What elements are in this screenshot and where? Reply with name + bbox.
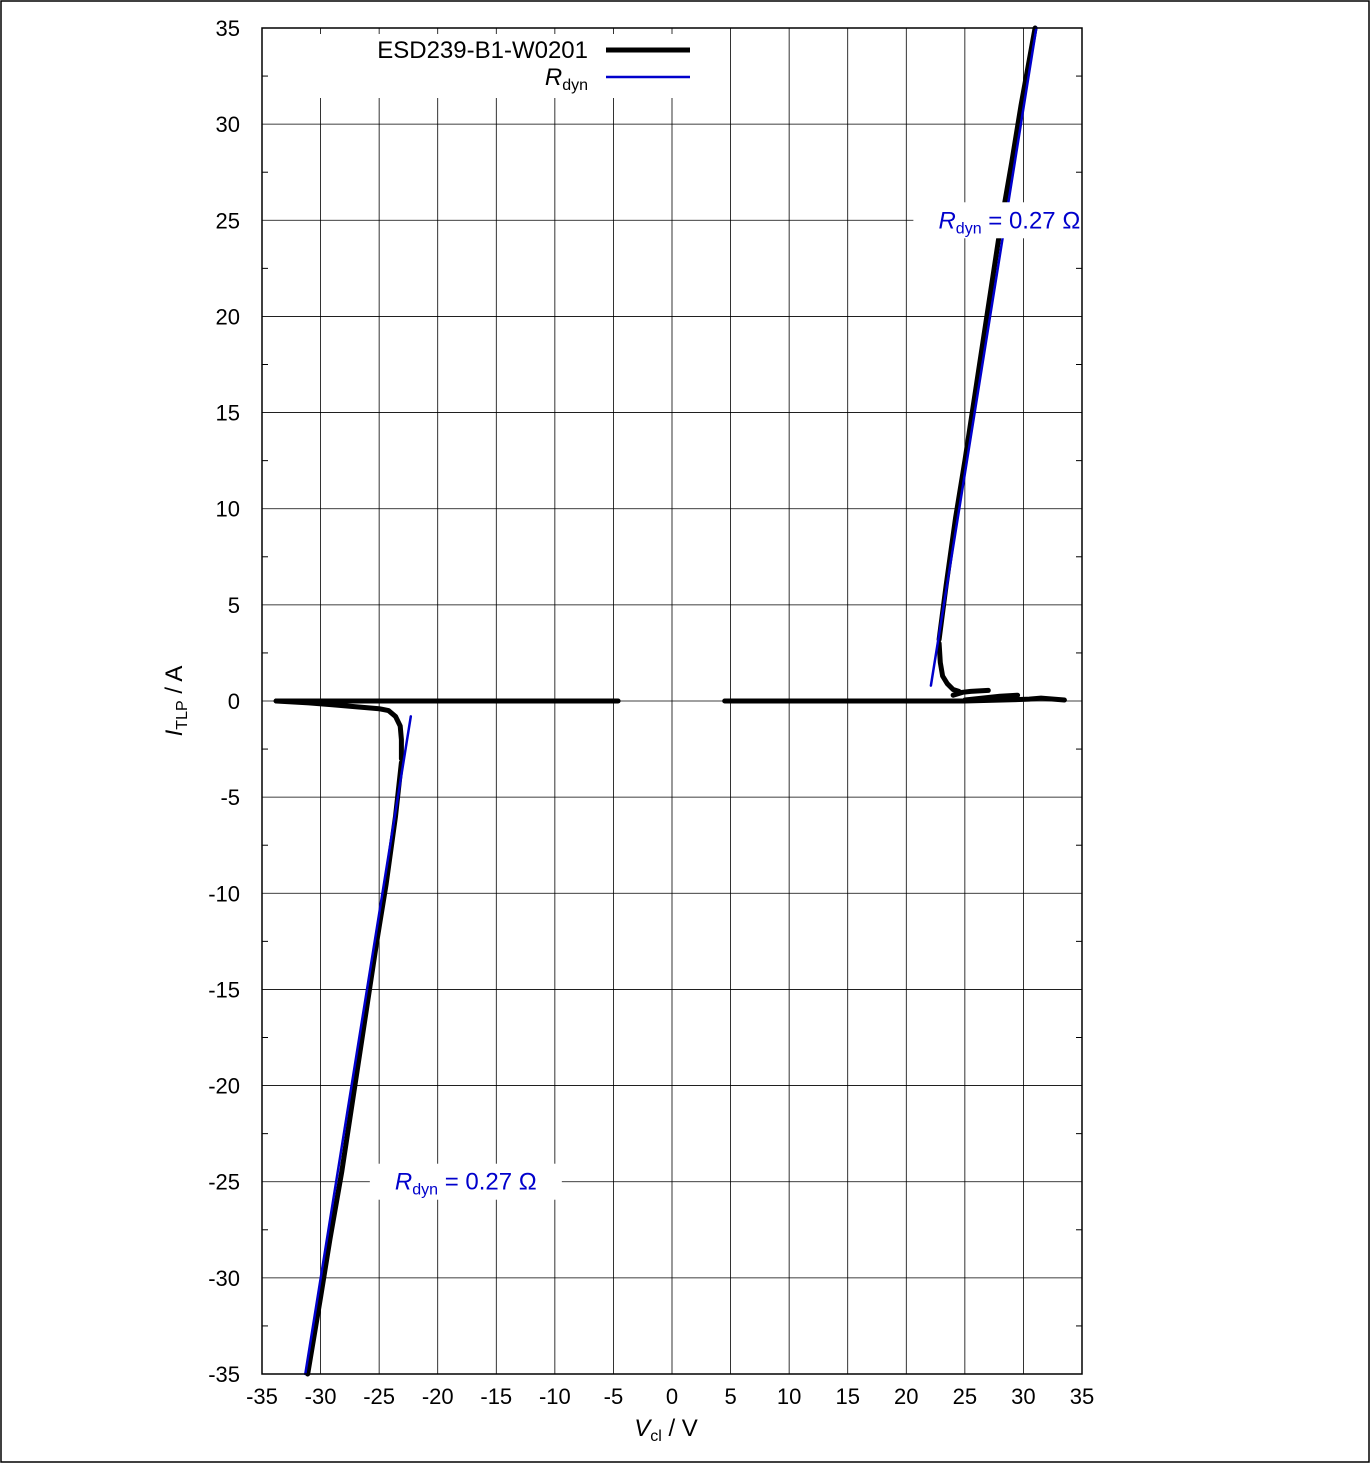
legend-background	[306, 34, 696, 98]
x-tick-label: -20	[422, 1384, 454, 1409]
x-tick-label: -25	[363, 1384, 395, 1409]
x-axis-label-sub: cl	[650, 1428, 662, 1445]
x-tick-label: 0	[666, 1384, 678, 1409]
x-tick-label: 30	[1011, 1384, 1035, 1409]
series-rdyn-fit	[304, 26, 1038, 1376]
y-axis-label: ITLP / A	[161, 666, 191, 737]
y-tick-label: -25	[208, 1170, 240, 1195]
x-tick-label: 35	[1070, 1384, 1094, 1409]
annotation-sub: dyn	[956, 220, 982, 237]
x-tick-label: -35	[246, 1384, 278, 1409]
y-tick-label: 35	[216, 16, 240, 41]
measured-curve-segment	[936, 640, 962, 694]
y-tick-label: 15	[216, 401, 240, 426]
y-tick-label: 30	[216, 112, 240, 137]
rdyn-annotation: Rdyn = 0.27 Ω	[938, 207, 1080, 237]
y-tick-label: 10	[216, 497, 240, 522]
x-axis-label-unit: / V	[662, 1415, 698, 1442]
legend-entry-label: ESD239-B1-W0201	[377, 37, 588, 64]
x-tick-label: -5	[604, 1384, 624, 1409]
annotation-main: R	[395, 1169, 412, 1196]
annotation-value: = 0.27 Ω	[438, 1169, 537, 1196]
annotation-main: R	[938, 207, 955, 234]
tick-labels: -35 -30 -25 -20 -15 -10 -5 0 5 10 15 20 25 30 35 -35 -30…	[208, 16, 1094, 1409]
measured-curve-segment	[305, 760, 404, 1377]
x-tick-label: 10	[777, 1384, 801, 1409]
y-tick-label: -35	[208, 1362, 240, 1387]
x-axis-label: Vcl / V	[634, 1415, 698, 1445]
rdyn-annotation: Rdyn = 0.27 Ω	[395, 1169, 537, 1199]
measured-curve-segment	[722, 695, 1067, 704]
annotation-sub: dyn	[412, 1182, 438, 1199]
y-axis-label-sub: TLP	[174, 700, 191, 729]
y-tick-label: 25	[216, 208, 240, 233]
y-tick-label: -15	[208, 977, 240, 1002]
x-tick-label: -15	[480, 1384, 512, 1409]
annotation-value: = 0.27 Ω	[982, 207, 1081, 234]
x-tick-label: 5	[724, 1384, 736, 1409]
x-tick-label: 20	[894, 1384, 918, 1409]
legend-entry-label: Rdyn	[545, 64, 588, 94]
x-axis-label-main: V	[634, 1415, 652, 1442]
y-tick-label: -5	[220, 785, 240, 810]
annotation-background	[369, 1163, 562, 1200]
plot-frame	[261, 27, 1083, 1375]
axis-labels: Vcl / V ITLP / A	[161, 666, 698, 1445]
y-axis-label-main: I	[161, 729, 188, 736]
y-tick-label: -10	[208, 881, 240, 906]
measured-curve-segment	[936, 25, 1038, 642]
y-axis-label-unit: / A	[161, 666, 188, 701]
measured-curve-segment	[273, 698, 404, 762]
y-tick-label: -20	[208, 1074, 240, 1099]
x-tick-label: 25	[953, 1384, 977, 1409]
series-layer	[273, 25, 1067, 1377]
rdyn-fit-line	[304, 715, 413, 1376]
annotation-background	[913, 202, 1106, 239]
x-tick-label: 15	[835, 1384, 859, 1409]
rdyn-fit-line	[929, 26, 1038, 687]
measured-curve-segment	[962, 692, 1021, 703]
y-tick-label: 0	[228, 689, 240, 714]
legend-label-sub: dyn	[562, 77, 588, 94]
series-measured	[273, 25, 1067, 1377]
y-tick-label: -30	[208, 1266, 240, 1291]
y-tick-label: 5	[228, 593, 240, 618]
y-tick-label: 20	[216, 304, 240, 329]
legend-label-main: ESD239-B1-W0201	[377, 37, 588, 64]
x-tick-label: -30	[305, 1384, 337, 1409]
legend-label-main: R	[545, 64, 562, 91]
measured-curve-segment	[950, 687, 991, 698]
x-tick-label: -10	[539, 1384, 571, 1409]
